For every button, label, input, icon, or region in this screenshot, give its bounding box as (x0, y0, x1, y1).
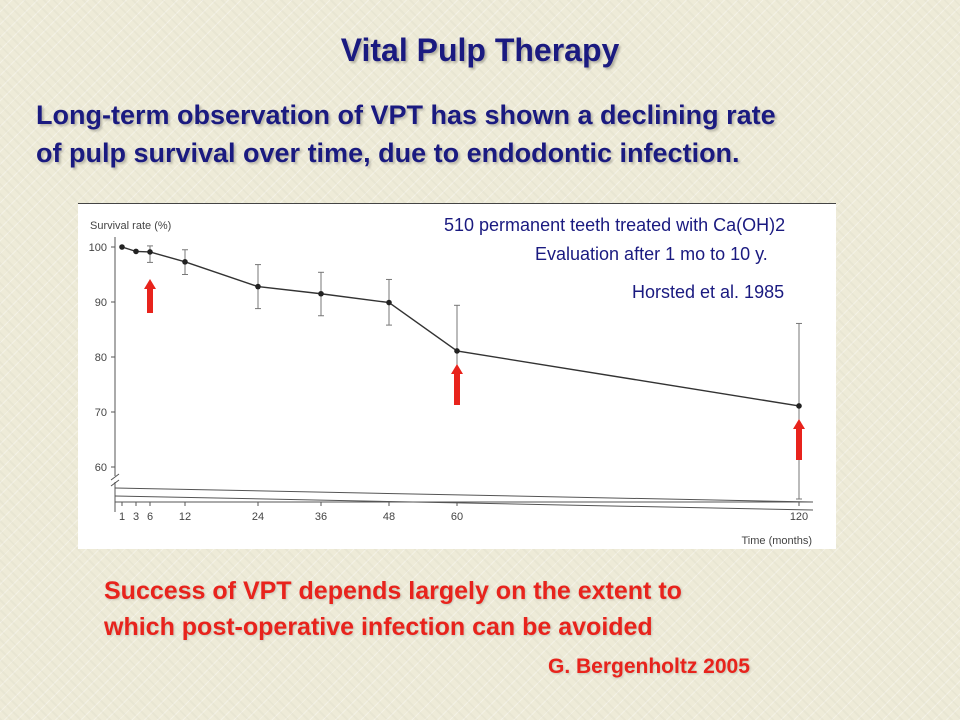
x-tick-label: 3 (133, 511, 139, 523)
y-axis-break-mark (110, 479, 120, 487)
x-tick-label: 60 (451, 511, 463, 523)
red-arrow (451, 364, 463, 405)
x-axis-label: Time (months) (742, 535, 813, 547)
data-point (119, 244, 125, 250)
data-point (454, 348, 460, 354)
x-tick-label: 36 (315, 511, 327, 523)
axis-break-line (114, 487, 814, 503)
conclusion-line-2: which post-operative infection can be av… (104, 613, 653, 641)
y-tick-label: 80 (95, 352, 107, 364)
x-tick-label: 1 (119, 511, 125, 523)
data-point (255, 283, 261, 290)
data-point (796, 403, 802, 409)
y-tick-label: 100 (89, 242, 107, 254)
slide-title: Vital Pulp Therapy (340, 32, 620, 68)
data-point (318, 290, 324, 297)
survival-chart: Survival rate (%) Time (months) 510 perm… (89, 215, 814, 547)
y-tick-label: 60 (95, 462, 107, 474)
data-point (386, 299, 392, 306)
slide-subtitle: Long-term observation of VPT has shown a… (36, 96, 936, 172)
data-point (147, 249, 153, 255)
annotation-line-1: 510 permanent teeth treated with Ca(OH)2 (444, 215, 785, 235)
x-tick-label: 120 (790, 511, 808, 523)
annotation-line-2: Evaluation after 1 mo to 10 y. (535, 244, 768, 264)
y-axis-label: Survival rate (%) (90, 220, 171, 232)
conclusion-line-1: Success of VPT depends largely on the ex… (104, 577, 682, 605)
data-point (182, 259, 188, 265)
red-arrow (793, 419, 805, 460)
red-arrow (144, 279, 156, 313)
survival-chart-panel: Survival rate (%) Time (months) 510 perm… (78, 203, 836, 549)
y-axis-break-mark (110, 473, 120, 481)
x-tick-label: 6 (147, 511, 153, 523)
subtitle-line-2: of pulp survival over time, due to endod… (36, 138, 740, 168)
axis-break-line (114, 495, 814, 511)
data-point (133, 248, 139, 255)
subtitle-line-1: Long-term observation of VPT has shown a… (36, 100, 776, 130)
conclusion-text: Success of VPT depends largely on the ex… (104, 573, 904, 645)
x-tick-label: 12 (179, 511, 191, 523)
annotation-line-3: Horsted et al. 1985 (632, 282, 784, 302)
x-tick-label: 48 (383, 511, 395, 523)
y-tick-label: 90 (95, 297, 107, 309)
y-tick-label: 70 (95, 407, 107, 419)
citation: G. Bergenholtz 2005 (548, 655, 750, 678)
survival-line (121, 246, 800, 407)
x-tick-label: 24 (252, 511, 264, 523)
